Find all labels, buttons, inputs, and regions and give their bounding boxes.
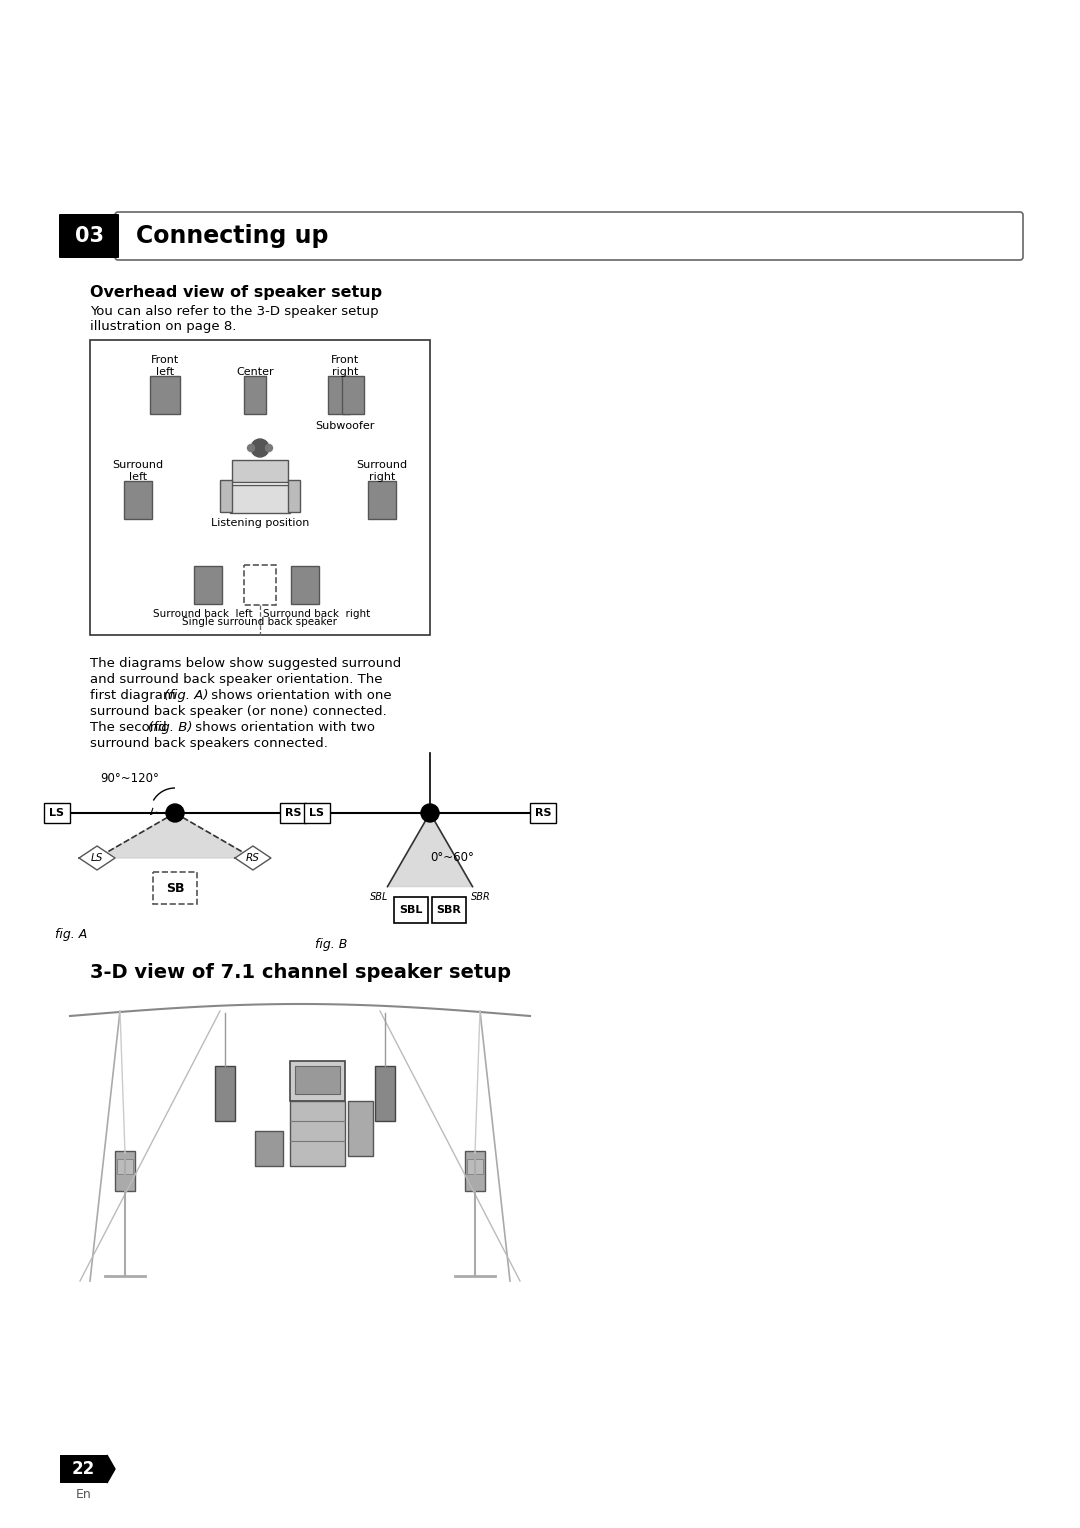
Text: surround back speakers connected.: surround back speakers connected. [90,736,328,750]
Text: En: En [76,1488,92,1500]
Bar [348,1102,373,1157]
FancyBboxPatch shape [114,212,1023,260]
Text: Center: Center [237,367,274,377]
Circle shape [421,804,438,822]
Text: (fig. A): (fig. A) [164,689,208,701]
Text: first diagram: first diagram [90,689,180,701]
Bar [288,480,300,512]
Polygon shape [388,813,473,886]
Bar [368,481,396,520]
Text: SB: SB [165,882,185,894]
FancyBboxPatch shape [530,804,556,824]
Bar [220,480,232,512]
FancyBboxPatch shape [44,804,70,824]
Text: SBL: SBL [400,905,422,915]
Text: Single surround back speaker: Single surround back speaker [183,617,337,626]
Text: Subwoofer: Subwoofer [315,422,375,431]
Bar [153,872,197,905]
Text: and surround back speaker orientation. The: and surround back speaker orientation. T… [90,672,382,686]
Bar [255,1131,283,1166]
Text: left: left [129,472,147,481]
Bar [117,1160,133,1174]
Text: You can also refer to the 3-D speaker setup: You can also refer to the 3-D speaker se… [90,306,379,318]
Text: SBR: SBR [471,892,490,902]
Bar [244,376,266,414]
Text: 03: 03 [75,226,104,246]
Text: RS: RS [285,808,301,817]
Bar [295,1067,340,1094]
FancyBboxPatch shape [280,804,306,824]
Text: right: right [332,367,359,377]
Text: Surround: Surround [356,460,407,471]
Bar [375,1067,395,1122]
Circle shape [166,804,184,822]
Polygon shape [107,1455,114,1484]
Bar [467,1160,483,1174]
FancyBboxPatch shape [59,214,119,258]
Bar [60,1455,107,1484]
Text: Surround back  left: Surround back left [153,610,253,619]
Text: Surround: Surround [112,460,163,471]
Text: shows orientation with one: shows orientation with one [206,689,391,701]
Text: illustration on page 8.: illustration on page 8. [90,319,237,333]
Text: 0°~60°: 0°~60° [430,851,474,863]
Text: LS: LS [50,808,65,817]
Text: Front: Front [330,354,360,365]
Bar [244,565,276,605]
Bar [150,376,180,414]
Text: 22: 22 [72,1459,95,1478]
Text: Overhead view of speaker setup: Overhead view of speaker setup [90,286,382,299]
FancyBboxPatch shape [394,897,428,923]
Bar [124,481,152,520]
Text: Front: Front [151,354,179,365]
Text: SBR: SBR [436,905,461,915]
Bar [342,376,364,414]
Bar [215,1067,235,1122]
Text: fig. B: fig. B [315,938,348,950]
Text: left: left [156,367,174,377]
Bar [291,1060,345,1102]
Text: surround back speaker (or none) connected.: surround back speaker (or none) connecte… [90,704,387,718]
Circle shape [247,445,255,451]
Text: SBL: SBL [370,892,389,902]
Polygon shape [97,813,253,859]
Bar [465,1151,485,1190]
Bar [114,1151,135,1190]
Polygon shape [79,847,116,869]
Text: Surround back  right: Surround back right [264,610,370,619]
Text: 90°~120°: 90°~120° [100,772,160,785]
Circle shape [266,445,272,451]
FancyBboxPatch shape [432,897,465,923]
Bar [230,484,291,513]
Bar [291,565,319,604]
Text: (fig. B): (fig. B) [148,721,193,733]
Circle shape [251,439,269,457]
Bar [291,1102,345,1166]
Text: RS: RS [246,853,260,863]
Bar [90,341,430,636]
Text: LS: LS [91,853,104,863]
Bar [328,376,350,414]
Text: LS: LS [310,808,324,817]
Text: RS: RS [535,808,551,817]
Text: fig. A: fig. A [55,927,87,941]
Text: 3-D view of 7.1 channel speaker setup: 3-D view of 7.1 channel speaker setup [90,963,511,983]
Bar [232,460,288,481]
Text: The diagrams below show suggested surround: The diagrams below show suggested surrou… [90,657,402,669]
FancyBboxPatch shape [303,804,330,824]
Bar [194,565,222,604]
Text: right: right [368,472,395,481]
Text: Connecting up: Connecting up [136,225,328,248]
Polygon shape [235,847,271,869]
Text: The second: The second [90,721,171,733]
Text: Listening position: Listening position [211,518,309,529]
Text: shows orientation with two: shows orientation with two [191,721,375,733]
